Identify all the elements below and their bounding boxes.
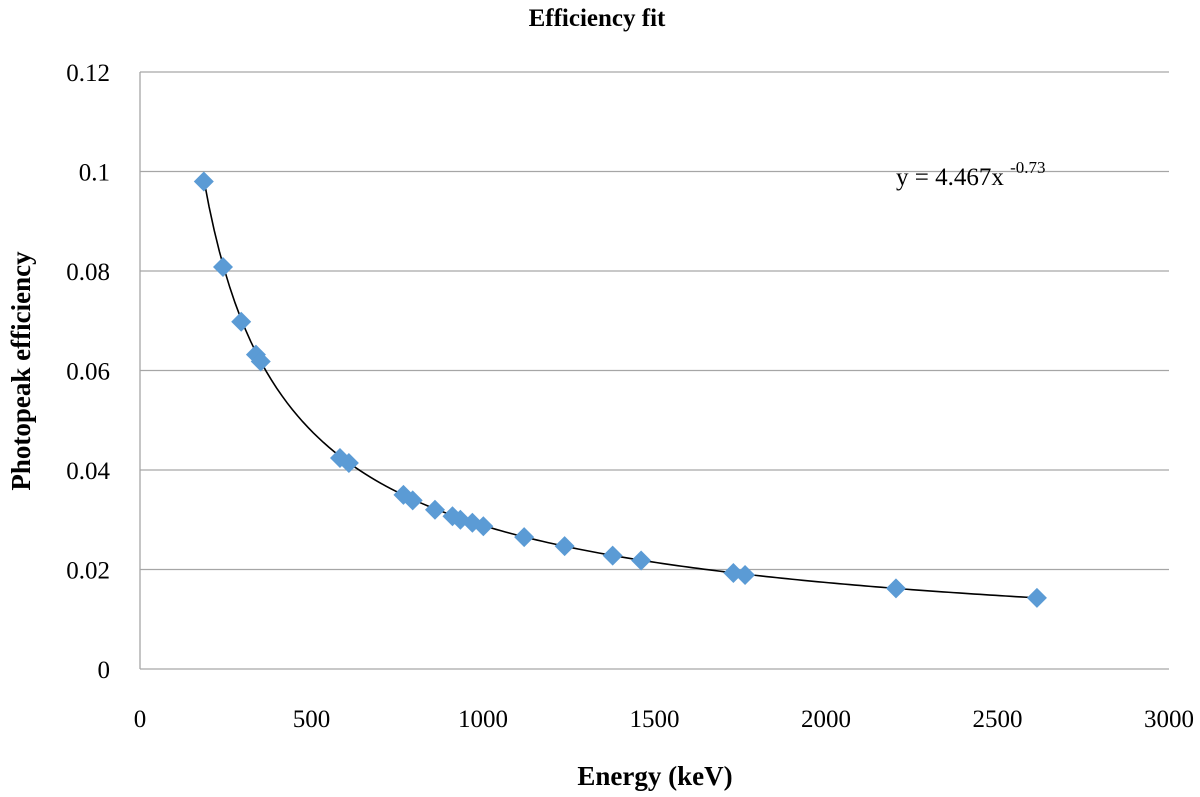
x-tick-label: 2500: [973, 706, 1023, 733]
y-axis-title: Photopeak efficiency: [6, 251, 36, 491]
data-point: [231, 311, 252, 332]
chart-title: Efficiency fit: [529, 5, 666, 32]
data-point: [735, 564, 756, 585]
x-tick-label: 500: [293, 706, 331, 733]
y-tick-label: 0.06: [66, 359, 110, 386]
data-point: [885, 578, 906, 599]
gridlines: [140, 71, 1169, 571]
y-tick-label: 0.08: [66, 259, 110, 286]
data-points: [193, 171, 1047, 608]
trendline-equation-base: y = 4.467x: [896, 164, 1004, 191]
data-point: [514, 527, 535, 548]
x-axis-title: Energy (keV): [577, 761, 732, 791]
trendline-group: [203, 178, 1037, 599]
x-tick-label: 1500: [630, 706, 680, 733]
y-tick-label: 0.1: [79, 160, 110, 187]
data-point: [250, 351, 271, 372]
y-tick-label: 0: [98, 657, 111, 684]
data-point: [1026, 587, 1047, 608]
x-tick-label: 2000: [801, 706, 851, 733]
x-tick-label: 1000: [458, 706, 508, 733]
x-tick-labels: 0 500 1000 1500 2000 2500 3000: [134, 706, 1194, 733]
axes: [139, 72, 1169, 670]
y-tick-labels: 0 0.02 0.04 0.06 0.08 0.1 0.12: [66, 60, 110, 684]
y-tick-label: 0.12: [66, 60, 110, 87]
trendline-equation-exponent: -0.73: [1010, 158, 1045, 177]
data-point: [631, 550, 652, 571]
data-point: [424, 499, 445, 520]
data-point: [213, 257, 234, 278]
x-tick-label: 0: [134, 706, 147, 733]
data-point: [554, 536, 575, 557]
trendline: [203, 178, 1037, 599]
x-tick-label: 3000: [1144, 706, 1194, 733]
data-point: [193, 171, 214, 192]
y-tick-label: 0.04: [66, 458, 110, 485]
trendline-equation: y = 4.467x -0.73: [896, 158, 1046, 191]
y-tick-label: 0.02: [66, 558, 110, 585]
data-point: [473, 516, 494, 537]
data-point: [402, 490, 423, 511]
data-point: [338, 453, 359, 474]
data-point: [602, 545, 623, 566]
